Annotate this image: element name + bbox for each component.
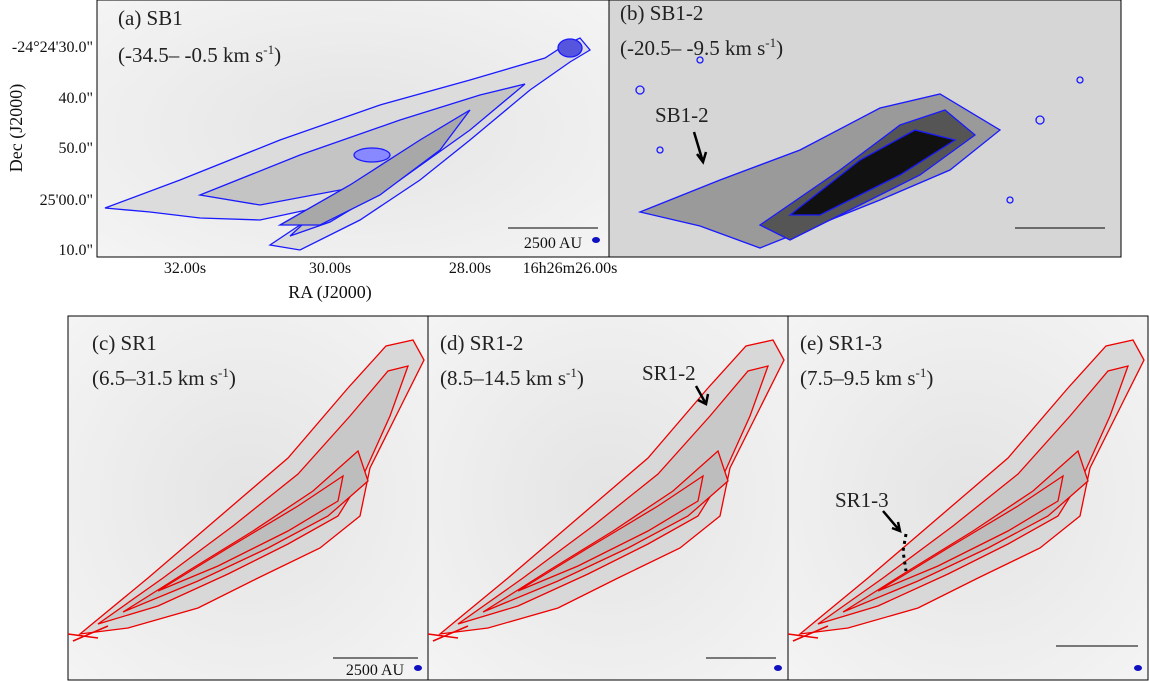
y-tick-label: 40.0" bbox=[58, 90, 93, 107]
panel-label: (a) SB1 bbox=[118, 6, 183, 30]
y-tick-label: 25'00.0" bbox=[40, 192, 93, 209]
beam bbox=[592, 237, 600, 243]
range-close: ) bbox=[577, 366, 584, 390]
panel-label: (b) SB1-2 bbox=[620, 1, 703, 25]
x-tick-label: 32.00s bbox=[164, 260, 206, 277]
annotation: SR1-2 bbox=[642, 361, 696, 385]
x-axis-label: RA (J2000) bbox=[288, 282, 372, 303]
y-tick-label: 10.0" bbox=[58, 242, 93, 259]
panel-a-contours bbox=[104, 37, 591, 251]
range-sup: -1 bbox=[263, 42, 274, 57]
velocity-range: (8.5–14.5 km s-1) bbox=[440, 365, 584, 390]
y-tick-label: 50.0" bbox=[58, 140, 93, 157]
range-sup: -1 bbox=[218, 365, 229, 380]
range-text: (-20.5– -9.5 km s bbox=[620, 36, 765, 60]
y-axis-label: Dec (J2000) bbox=[6, 84, 27, 172]
range-close: ) bbox=[274, 43, 281, 67]
panel-c bbox=[67, 315, 429, 681]
x-tick-label: 28.00s bbox=[449, 260, 491, 277]
x-tick-label: 16h26m26.00s bbox=[523, 260, 618, 277]
range-close: ) bbox=[926, 366, 933, 390]
x-tick-label: 30.00s bbox=[309, 260, 351, 277]
velocity-range: (7.5–9.5 km s-1) bbox=[800, 365, 933, 390]
panel-label: (e) SR1-3 bbox=[800, 331, 882, 355]
range-close: ) bbox=[776, 36, 783, 60]
velocity-range: (6.5–31.5 km s-1) bbox=[92, 365, 236, 390]
panel-label: (c) SR1 bbox=[92, 331, 157, 355]
scale-label: 2500 AU bbox=[524, 235, 583, 252]
range-text: (7.5–9.5 km s bbox=[800, 366, 916, 390]
range-sup: -1 bbox=[916, 365, 927, 380]
annotation: SB1-2 bbox=[655, 103, 709, 127]
range-sup: -1 bbox=[765, 35, 776, 50]
range-text: (8.5–14.5 km s bbox=[440, 366, 566, 390]
range-text: (-34.5– -0.5 km s bbox=[118, 43, 263, 67]
panel-b-contours bbox=[635, 56, 1084, 249]
scale-label: 2500 AU bbox=[346, 662, 405, 679]
panel-label: (d) SR1-2 bbox=[440, 331, 523, 355]
velocity-range: (-20.5– -9.5 km s-1) bbox=[620, 35, 783, 60]
range-sup: -1 bbox=[566, 365, 577, 380]
annotation: SR1-3 bbox=[835, 488, 889, 512]
range-text: (6.5–31.5 km s bbox=[92, 366, 218, 390]
velocity-range: (-34.5– -0.5 km s-1) bbox=[118, 42, 281, 67]
panel-e bbox=[787, 315, 1149, 681]
y-tick-label: -24°24'30.0" bbox=[12, 39, 93, 56]
panel-d bbox=[427, 315, 789, 681]
range-close: ) bbox=[229, 366, 236, 390]
arrow bbox=[692, 131, 708, 165]
